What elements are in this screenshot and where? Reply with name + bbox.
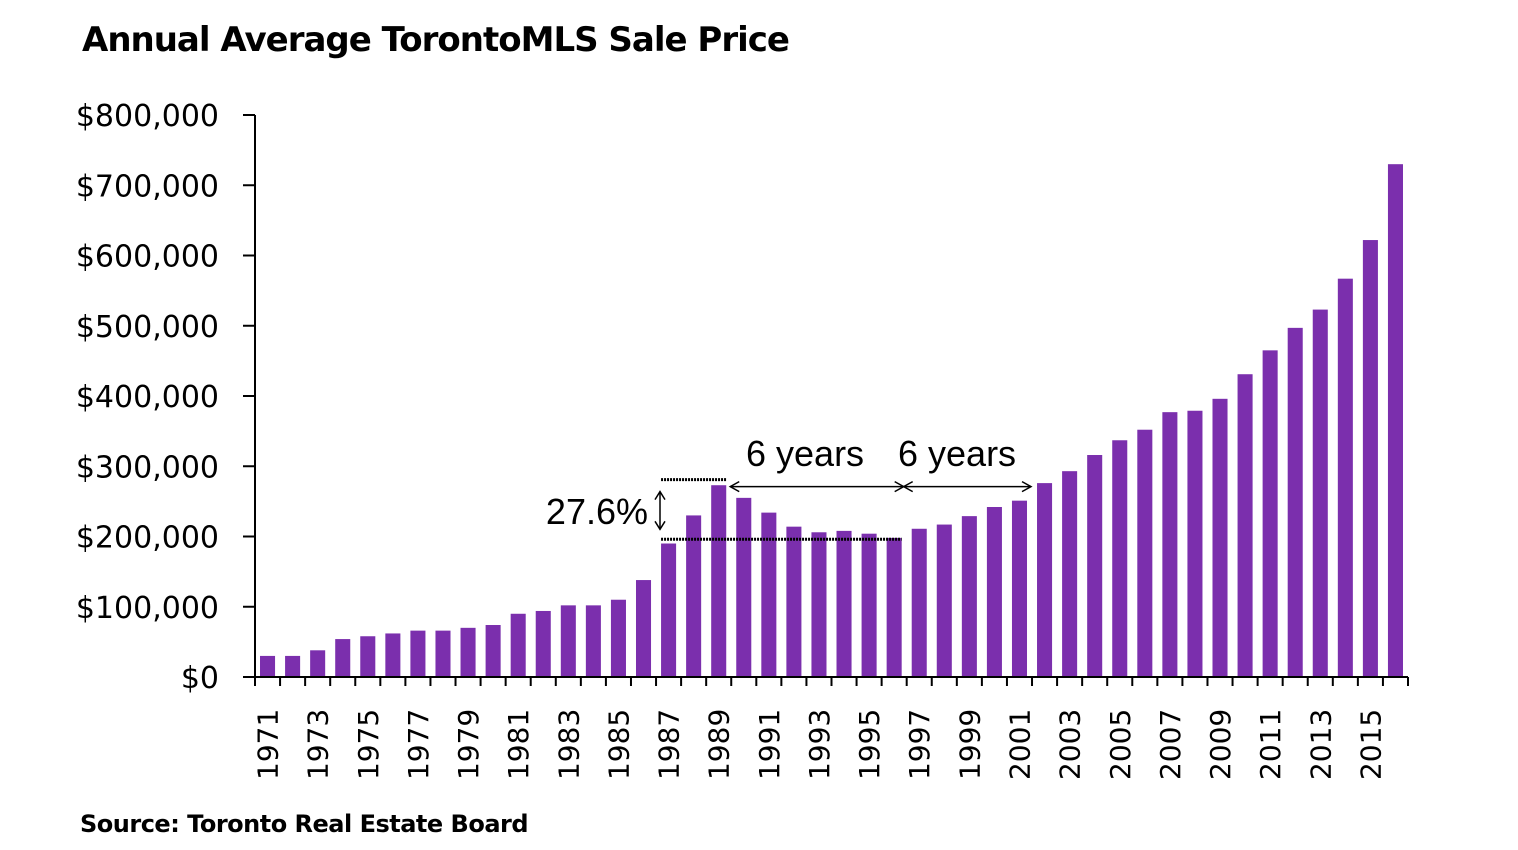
bar-1982 bbox=[535, 610, 551, 677]
bar-2014 bbox=[1337, 278, 1353, 677]
annotation-layer: 27.6% 6 years 6 years bbox=[546, 433, 1033, 541]
bar-1976 bbox=[385, 633, 401, 677]
x-tick-label: 1999 bbox=[953, 709, 986, 780]
y-tick-label: $0 bbox=[181, 661, 219, 696]
bar-2004 bbox=[1087, 455, 1103, 677]
bar-1995 bbox=[861, 533, 877, 677]
bar-1998 bbox=[936, 524, 952, 677]
x-tick-label: 2005 bbox=[1104, 709, 1137, 780]
bar-2010 bbox=[1237, 374, 1253, 677]
x-tick-label: 1981 bbox=[502, 709, 535, 780]
bar-1983 bbox=[560, 605, 576, 677]
bar-1991 bbox=[761, 512, 777, 677]
bar-1972 bbox=[285, 655, 301, 677]
x-tick-label: 2001 bbox=[1003, 709, 1036, 780]
bar-2000 bbox=[986, 507, 1002, 677]
bar-1979 bbox=[460, 627, 476, 677]
bar-2001 bbox=[1011, 500, 1028, 677]
bar-1992 bbox=[786, 526, 802, 677]
y-tick-label: $800,000 bbox=[76, 99, 219, 134]
x-tick-label: 1975 bbox=[352, 709, 385, 780]
x-tick-label: 1971 bbox=[252, 709, 285, 780]
bar-2006 bbox=[1137, 429, 1153, 677]
bar-1993 bbox=[811, 532, 827, 677]
recovery-span-arrow-head-left bbox=[902, 480, 914, 493]
bar-2016 bbox=[1387, 164, 1403, 677]
x-tick-label: 1985 bbox=[602, 709, 635, 780]
x-tick-label: 2009 bbox=[1204, 709, 1237, 780]
x-tick-label: 1977 bbox=[402, 709, 435, 780]
x-tick-label: 1987 bbox=[653, 709, 686, 780]
bar-1974 bbox=[335, 639, 351, 677]
y-tick-label: $300,000 bbox=[76, 450, 219, 485]
x-tick-label: 2011 bbox=[1254, 709, 1287, 780]
x-tick-label: 1995 bbox=[853, 709, 886, 780]
chart-title: Annual Average TorontoMLS Sale Price bbox=[82, 20, 790, 60]
bar-2012 bbox=[1287, 327, 1303, 677]
y-tick-label: $200,000 bbox=[76, 521, 219, 556]
bar-2007 bbox=[1162, 412, 1178, 677]
bar-1996 bbox=[886, 537, 902, 677]
bar-1999 bbox=[961, 516, 977, 677]
bar-2013 bbox=[1312, 309, 1328, 677]
x-tick-label: 1973 bbox=[302, 709, 335, 780]
years-decline-label: 6 years bbox=[746, 433, 864, 474]
percent-arrow-head-down bbox=[654, 520, 666, 531]
bar-1986 bbox=[635, 580, 652, 677]
x-tick-label: 2015 bbox=[1354, 709, 1387, 780]
axes-layer: $0 $100,000 $200,000 $300,000 $400,000 $500,0… bbox=[76, 99, 1409, 780]
bar-2009 bbox=[1212, 398, 1228, 677]
bar-2011 bbox=[1262, 350, 1278, 677]
bar-1990 bbox=[736, 497, 752, 677]
bar-1994 bbox=[836, 530, 852, 677]
y-tick-label: $700,000 bbox=[76, 169, 219, 204]
x-tick-label: 2007 bbox=[1154, 709, 1187, 780]
bar-1978 bbox=[435, 630, 451, 677]
bar-1973 bbox=[310, 650, 326, 677]
percent-arrow-head-up bbox=[654, 490, 666, 500]
bars-layer bbox=[260, 164, 1403, 678]
bar-2008 bbox=[1187, 410, 1203, 677]
x-tick-label: 1997 bbox=[903, 709, 936, 780]
bar-2003 bbox=[1062, 471, 1078, 677]
bar-2015 bbox=[1362, 240, 1378, 678]
bar-1975 bbox=[360, 636, 376, 677]
x-tick-label: 1993 bbox=[803, 709, 836, 780]
bar-1984 bbox=[585, 605, 601, 677]
bar-1977 bbox=[410, 630, 426, 677]
y-tick-label: $600,000 bbox=[76, 240, 219, 275]
x-tick-label: 1979 bbox=[452, 709, 485, 780]
bar-1980 bbox=[485, 625, 501, 677]
bar-1985 bbox=[610, 599, 626, 677]
x-tick-label: 2003 bbox=[1054, 709, 1087, 780]
x-tick-label: 2013 bbox=[1304, 709, 1337, 780]
x-tick-label: 1991 bbox=[753, 709, 786, 780]
bar-1988 bbox=[686, 515, 702, 677]
bar-1987 bbox=[661, 543, 677, 677]
bar-1989 bbox=[711, 485, 727, 677]
chart-source: Source: Toronto Real Estate Board bbox=[80, 810, 529, 838]
y-tick-label: $400,000 bbox=[76, 380, 219, 415]
y-tick-label: $100,000 bbox=[76, 591, 219, 626]
bar-2005 bbox=[1112, 440, 1128, 677]
percent-change-label: 27.6% bbox=[546, 491, 648, 532]
bar-2002 bbox=[1037, 483, 1053, 677]
years-recovery-label: 6 years bbox=[898, 433, 1016, 474]
bar-1981 bbox=[510, 613, 526, 677]
x-tick-label: 1989 bbox=[703, 709, 736, 780]
decline-span-arrow-head-left bbox=[728, 480, 740, 493]
bar-1971 bbox=[260, 655, 276, 677]
bar-1997 bbox=[911, 528, 927, 677]
recovery-span-arrow-head-right bbox=[1021, 480, 1033, 493]
y-tick-label: $500,000 bbox=[76, 310, 219, 345]
x-tick-label: 1983 bbox=[552, 709, 585, 780]
